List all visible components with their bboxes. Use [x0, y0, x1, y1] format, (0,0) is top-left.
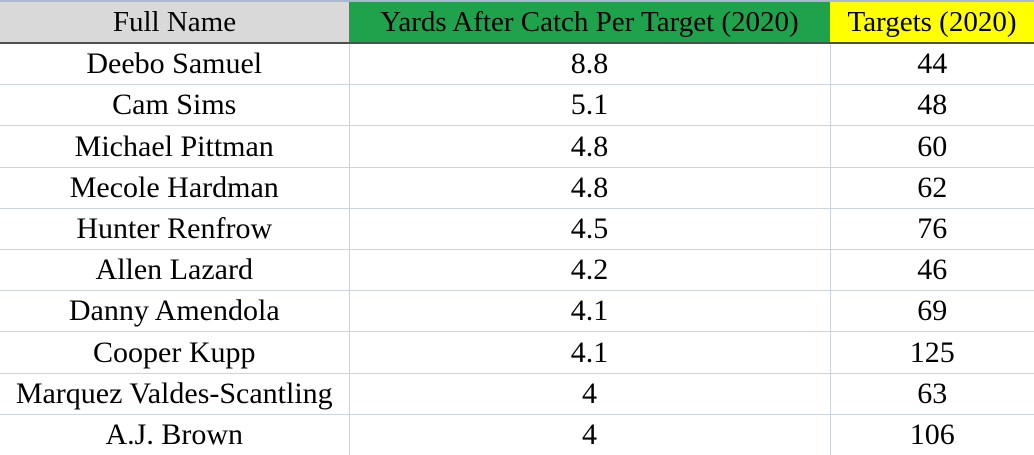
player-name-cell[interactable]: Deebo Samuel [0, 43, 350, 85]
targets-cell[interactable]: 60 [830, 125, 1034, 168]
targets-cell[interactable]: 48 [830, 84, 1034, 126]
table-row: A.J. Brown 4 106 [0, 413, 1034, 455]
header-cell-yac-per-target[interactable]: Yards After Catch Per Target (2020) [349, 0, 830, 44]
player-name-cell[interactable]: Hunter Renfrow [0, 207, 350, 250]
player-name-cell[interactable]: Danny Amendola [0, 290, 350, 332]
player-name-cell[interactable]: Michael Pittman [0, 125, 350, 168]
yac-cell[interactable]: 4.8 [349, 125, 831, 168]
yac-cell[interactable]: 5.1 [349, 84, 831, 126]
yac-cell[interactable]: 4.1 [349, 290, 831, 332]
table-row: Michael Pittman 4.8 60 [0, 125, 1034, 168]
table-row: Mecole Hardman 4.8 62 [0, 166, 1034, 209]
player-name-cell[interactable]: A.J. Brown [0, 413, 350, 455]
player-name-cell[interactable]: Marquez Valdes-Scantling [0, 372, 350, 415]
targets-cell[interactable]: 106 [830, 413, 1034, 455]
targets-cell[interactable]: 44 [917, 47, 948, 81]
table-row: Allen Lazard 4.2 46 [0, 249, 1034, 291]
targets-cell[interactable]: 69 [830, 290, 1034, 332]
player-name-cell[interactable]: Cam Sims [0, 84, 350, 126]
targets-cell[interactable]: 76 [830, 207, 1034, 250]
player-name-cell[interactable]: Cooper Kupp [0, 331, 350, 374]
yac-cell[interactable]: 4.2 [349, 249, 831, 291]
yac-cell[interactable]: 4.1 [349, 331, 831, 374]
table-row: Hunter Renfrow 4.5 76 [0, 207, 1034, 250]
header-cell-full-name[interactable]: Full Name [0, 0, 349, 44]
table-row: Deebo Samuel 8.8 44 [0, 43, 1034, 85]
header-cell-targets[interactable]: Targets (2020) [830, 0, 1034, 44]
player-name-cell[interactable]: Mecole Hardman [0, 166, 350, 209]
yac-cell[interactable]: 4 [349, 413, 831, 455]
table-row: Danny Amendola 4.1 69 [0, 290, 1034, 332]
yac-cell[interactable]: 8.8 [349, 43, 831, 85]
table-row: Cooper Kupp 4.1 125 [0, 331, 1034, 374]
targets-cell[interactable]: 125 [830, 331, 1034, 374]
table-row: Cam Sims 5.1 48 [0, 84, 1034, 126]
header-row: Full Name Yards After Catch Per Target (… [0, 0, 1034, 44]
yac-cell[interactable]: 4.8 [349, 166, 831, 209]
targets-cell[interactable]: 62 [830, 166, 1034, 209]
yac-cell[interactable]: 4.5 [349, 207, 831, 250]
table-row: Marquez Valdes-Scantling 4 63 [0, 372, 1034, 415]
targets-cell[interactable]: 63 [830, 372, 1034, 415]
player-name-cell[interactable]: Allen Lazard [0, 249, 350, 291]
yac-cell[interactable]: 4 [349, 372, 831, 415]
targets-cell[interactable]: 46 [830, 249, 1034, 291]
